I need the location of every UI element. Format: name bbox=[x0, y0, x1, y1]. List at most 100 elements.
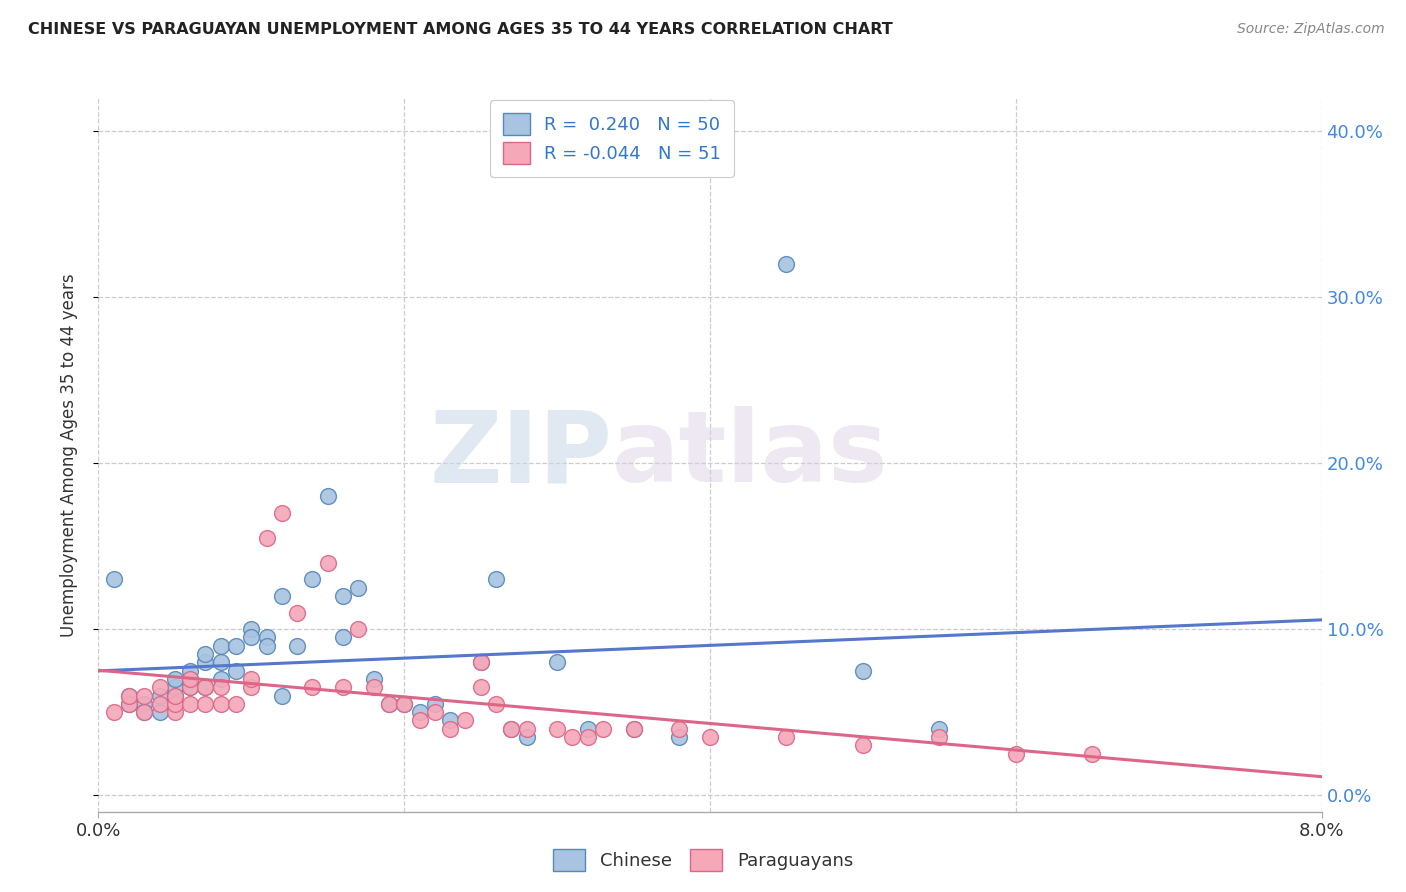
Legend: Chinese, Paraguayans: Chinese, Paraguayans bbox=[546, 842, 860, 879]
Point bbox=[240, 622, 263, 636]
Point bbox=[149, 689, 172, 703]
Point bbox=[408, 705, 430, 719]
Point bbox=[470, 656, 492, 670]
Point bbox=[775, 730, 797, 744]
Point bbox=[163, 705, 186, 719]
Point bbox=[285, 606, 308, 620]
Point bbox=[332, 589, 354, 603]
Point bbox=[392, 697, 416, 711]
Point bbox=[134, 705, 156, 719]
Point bbox=[1081, 747, 1104, 761]
Point bbox=[623, 722, 645, 736]
Point bbox=[118, 689, 141, 703]
Point bbox=[316, 556, 339, 570]
Point bbox=[194, 647, 217, 661]
Point bbox=[485, 573, 508, 587]
Point bbox=[209, 672, 232, 686]
Point bbox=[256, 639, 278, 653]
Point bbox=[240, 631, 263, 645]
Point bbox=[332, 631, 354, 645]
Point bbox=[134, 705, 156, 719]
Point bbox=[516, 730, 538, 744]
Point bbox=[194, 680, 217, 694]
Y-axis label: Unemployment Among Ages 35 to 44 years: Unemployment Among Ages 35 to 44 years bbox=[59, 273, 77, 637]
Point bbox=[423, 697, 446, 711]
Point bbox=[270, 506, 294, 520]
Point bbox=[363, 680, 385, 694]
Text: CHINESE VS PARAGUAYAN UNEMPLOYMENT AMONG AGES 35 TO 44 YEARS CORRELATION CHART: CHINESE VS PARAGUAYAN UNEMPLOYMENT AMONG… bbox=[28, 22, 893, 37]
Point bbox=[408, 714, 430, 728]
Point bbox=[347, 622, 370, 636]
Text: atlas: atlas bbox=[612, 407, 889, 503]
Point bbox=[363, 672, 385, 686]
Legend: R =  0.240   N = 50, R = -0.044   N = 51: R = 0.240 N = 50, R = -0.044 N = 51 bbox=[491, 100, 734, 177]
Point bbox=[270, 589, 294, 603]
Point bbox=[103, 705, 125, 719]
Point bbox=[209, 697, 232, 711]
Point bbox=[301, 680, 323, 694]
Point bbox=[163, 697, 186, 711]
Text: ZIP: ZIP bbox=[429, 407, 612, 503]
Point bbox=[516, 722, 538, 736]
Point bbox=[699, 730, 721, 744]
Point bbox=[134, 689, 156, 703]
Text: Source: ZipAtlas.com: Source: ZipAtlas.com bbox=[1237, 22, 1385, 37]
Point bbox=[194, 656, 217, 670]
Point bbox=[163, 672, 186, 686]
Point bbox=[378, 697, 401, 711]
Point bbox=[423, 705, 446, 719]
Point bbox=[576, 730, 599, 744]
Point bbox=[194, 697, 217, 711]
Point bbox=[501, 722, 523, 736]
Point bbox=[485, 697, 508, 711]
Point bbox=[179, 680, 201, 694]
Point bbox=[225, 664, 247, 678]
Point bbox=[439, 714, 461, 728]
Point bbox=[149, 697, 172, 711]
Point bbox=[270, 689, 294, 703]
Point bbox=[1004, 747, 1026, 761]
Point bbox=[179, 672, 201, 686]
Point bbox=[668, 730, 690, 744]
Point bbox=[454, 714, 477, 728]
Point bbox=[928, 730, 950, 744]
Point bbox=[347, 581, 370, 595]
Point bbox=[103, 573, 125, 587]
Point bbox=[194, 680, 217, 694]
Point bbox=[623, 722, 645, 736]
Point bbox=[928, 722, 950, 736]
Point bbox=[501, 722, 523, 736]
Point bbox=[163, 680, 186, 694]
Point bbox=[576, 722, 599, 736]
Point bbox=[378, 697, 401, 711]
Point bbox=[179, 680, 201, 694]
Point bbox=[134, 697, 156, 711]
Point bbox=[256, 531, 278, 545]
Point bbox=[332, 680, 354, 694]
Point bbox=[439, 722, 461, 736]
Point bbox=[163, 689, 186, 703]
Point bbox=[392, 697, 416, 711]
Point bbox=[118, 697, 141, 711]
Point bbox=[240, 680, 263, 694]
Point bbox=[240, 672, 263, 686]
Point bbox=[775, 257, 797, 271]
Point bbox=[256, 631, 278, 645]
Point bbox=[470, 680, 492, 694]
Point bbox=[316, 490, 339, 504]
Point bbox=[149, 705, 172, 719]
Point bbox=[592, 722, 614, 736]
Point bbox=[668, 722, 690, 736]
Point bbox=[852, 739, 875, 753]
Point bbox=[546, 656, 568, 670]
Point bbox=[179, 697, 201, 711]
Point bbox=[470, 656, 492, 670]
Point bbox=[209, 680, 232, 694]
Point bbox=[118, 689, 141, 703]
Point bbox=[225, 697, 247, 711]
Point bbox=[285, 639, 308, 653]
Point bbox=[149, 680, 172, 694]
Point bbox=[546, 722, 568, 736]
Point bbox=[852, 664, 875, 678]
Point bbox=[209, 639, 232, 653]
